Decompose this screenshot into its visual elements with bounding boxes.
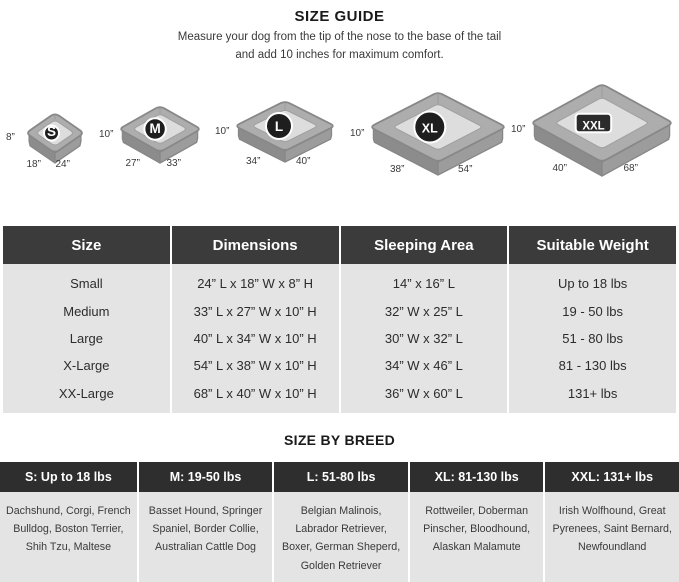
svg-text:XL: XL	[422, 122, 438, 136]
svg-text:M: M	[149, 121, 160, 136]
svg-text:L: L	[275, 119, 283, 134]
svg-text:XXL: XXL	[582, 120, 604, 132]
svg-text:S: S	[47, 124, 56, 139]
